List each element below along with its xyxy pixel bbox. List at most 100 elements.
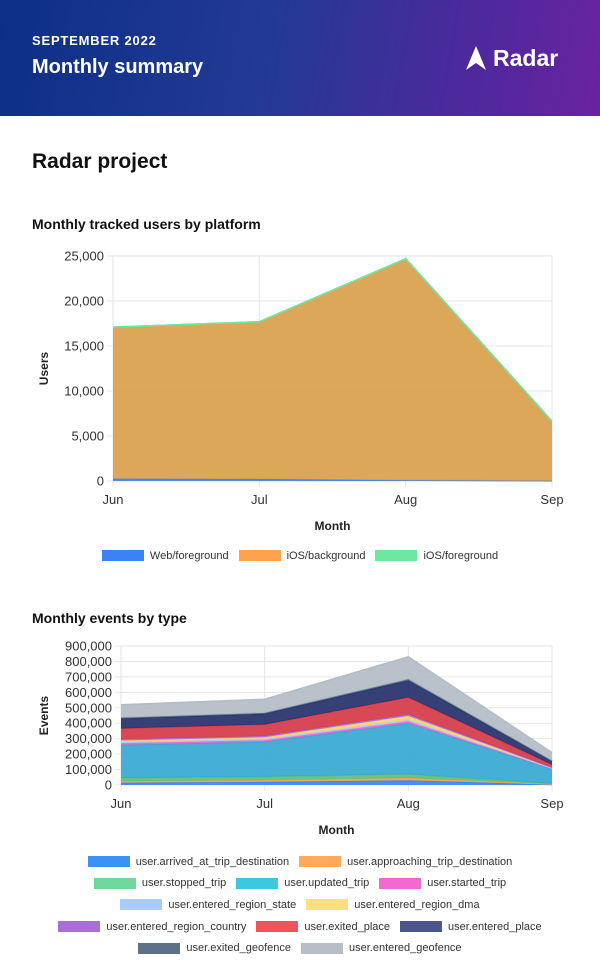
x-tick-label: Sep: [540, 492, 563, 507]
legend-swatch: [375, 550, 418, 562]
legend-swatch: [256, 921, 299, 933]
legend-swatch: [87, 856, 130, 868]
legend-label: iOS/background: [286, 549, 366, 562]
y-tick-label: 700,000: [65, 669, 112, 684]
legend-swatch: [299, 856, 342, 868]
line-user-entered-region-dma: [120, 715, 553, 769]
x-tick-label: Aug: [394, 492, 417, 507]
y-tick-label: 600,000: [65, 685, 112, 700]
x-tick-label: Jun: [103, 492, 124, 507]
brand-name: Radar: [493, 44, 559, 71]
x-tick-label: Sep: [540, 796, 563, 811]
legend-label: Web/foreground: [149, 549, 229, 562]
legend-item[interactable]: Web/foreground: [101, 549, 229, 562]
legend-row: user.stopped_trip user.updated_trip user.s…: [0, 873, 600, 895]
events-chart-title: Monthly events by type: [32, 610, 187, 626]
y-tick-label: 25,000: [64, 249, 104, 264]
y-tick-label: 5,000: [71, 429, 104, 444]
line-ios-foreground: [112, 257, 553, 422]
legend-item[interactable]: user.entered_region_state: [120, 899, 296, 911]
legend-label: user.entered_region_country: [106, 920, 247, 933]
area-ios-background: [113, 258, 552, 481]
legend-swatch: [236, 877, 279, 889]
users-chart-legend: Web/foreground iOS/background iOS/foregrou…: [0, 545, 600, 567]
radar-logo: Radar: [466, 44, 558, 72]
legend-swatch: [306, 899, 349, 911]
legend-row: user.entered_region_state user.entered_re…: [0, 894, 600, 916]
legend-swatch: [120, 899, 163, 911]
legend-label: user.started_trip: [427, 877, 507, 890]
y-tick-label: 400,000: [65, 716, 112, 731]
legend-label: user.entered_geofence: [349, 942, 462, 955]
legend-label: user.stopped_trip: [141, 877, 227, 890]
project-title: Radar project: [32, 150, 168, 173]
legend-item[interactable]: user.approaching_trip_destination: [299, 856, 512, 868]
legend-label: user.entered_region_state: [168, 898, 297, 911]
legend-label: user.updated_trip: [284, 877, 370, 890]
legend-swatch: [93, 877, 136, 889]
y-axis-title: Users: [37, 351, 51, 385]
legend-item[interactable]: user.started_trip: [379, 877, 506, 889]
area-user-entered-place: [121, 680, 552, 765]
legend-swatch: [101, 550, 144, 562]
legend-label: user.entered_place: [448, 920, 542, 933]
y-tick-label: 15,000: [64, 339, 104, 354]
legend-item[interactable]: user.entered_region_country: [58, 921, 246, 933]
legend-item[interactable]: iOS/foreground: [375, 550, 498, 562]
report-title: Monthly summary: [32, 56, 204, 78]
line-user-entered-region-country: [120, 713, 553, 769]
legend-row: user.exited_geofence user.entered_geofenc…: [0, 937, 600, 959]
area-user-updated-trip: [121, 723, 552, 784]
legend-item[interactable]: user.stopped_trip: [93, 877, 227, 890]
legend-swatch: [400, 921, 443, 933]
legend-row: user.arrived_at_trip_destination user.app…: [0, 851, 600, 873]
area-user-entered-geofence: [121, 656, 552, 761]
line-user-exited-place: [120, 696, 553, 766]
legend-row: Web/foreground iOS/background iOS/foregrou…: [0, 545, 600, 567]
legend-item[interactable]: user.exited_place: [256, 921, 390, 933]
legend-item[interactable]: user.entered_place: [400, 921, 542, 933]
report-period: SEPTEMBER 2022: [32, 33, 157, 48]
y-tick-label: 10,000: [64, 384, 104, 399]
legend-item[interactable]: iOS/background: [238, 549, 366, 562]
legend-label: user.exited_geofence: [186, 942, 292, 955]
y-tick-label: 200,000: [65, 747, 112, 762]
events-chart-legend: user.arrived_at_trip_destination user.app…: [0, 851, 600, 959]
legend-item[interactable]: user.arrived_at_trip_destination: [87, 855, 290, 868]
radar-logo-icon: [466, 46, 486, 70]
y-tick-label: 100,000: [65, 762, 112, 777]
legend-label: user.exited_place: [304, 920, 391, 933]
y-tick-label: 900,000: [65, 639, 112, 654]
events-by-type-chart: 0100,000200,000300,000400,000500,000600,…: [37, 639, 564, 838]
legend-item[interactable]: user.updated_trip: [236, 877, 369, 889]
y-tick-label: 0: [105, 778, 112, 793]
y-tick-label: 300,000: [65, 731, 112, 746]
y-tick-label: 800,000: [65, 654, 112, 669]
legend-swatch: [138, 942, 181, 954]
legend-row: user.entered_region_country user.exited_p…: [0, 916, 600, 938]
legend-swatch: [58, 921, 101, 933]
legend-item[interactable]: user.entered_region_dma: [306, 898, 480, 911]
legend-item[interactable]: user.entered_geofence: [301, 942, 462, 954]
report-header: SEPTEMBER 2022 Monthly summary Radar: [0, 0, 600, 116]
users-by-platform-chart: 0 5,000 10,000 15,000 20,000 25,000 Jun Jul Aug S…: [37, 249, 564, 534]
x-axis-title: Month: [319, 823, 355, 837]
legend-label: user.approaching_trip_destination: [347, 855, 513, 868]
line-user-entered-geofence: [120, 655, 553, 754]
legend-label: iOS/foreground: [423, 549, 499, 562]
x-tick-label: Jul: [251, 492, 268, 507]
y-tick-label: 20,000: [64, 294, 104, 309]
y-tick-label: 0: [97, 474, 104, 489]
users-chart-title: Monthly tracked users by platform: [32, 216, 261, 232]
legend-swatch: [238, 550, 281, 562]
legend-item[interactable]: user.exited_geofence: [138, 942, 291, 954]
x-tick-label: Jul: [256, 796, 273, 811]
x-tick-label: Jun: [111, 796, 132, 811]
x-axis-title: Month: [315, 519, 351, 533]
x-tick-label: Aug: [397, 796, 420, 811]
y-axis-title: Events: [37, 696, 51, 736]
legend-label: user.arrived_at_trip_destination: [135, 855, 290, 868]
legend-label: user.entered_region_dma: [354, 898, 480, 911]
legend-swatch: [379, 877, 422, 889]
legend-swatch: [301, 942, 344, 954]
